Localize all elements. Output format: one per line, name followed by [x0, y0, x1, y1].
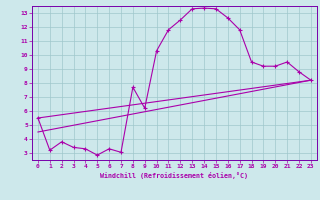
X-axis label: Windchill (Refroidissement éolien,°C): Windchill (Refroidissement éolien,°C) — [100, 172, 248, 179]
